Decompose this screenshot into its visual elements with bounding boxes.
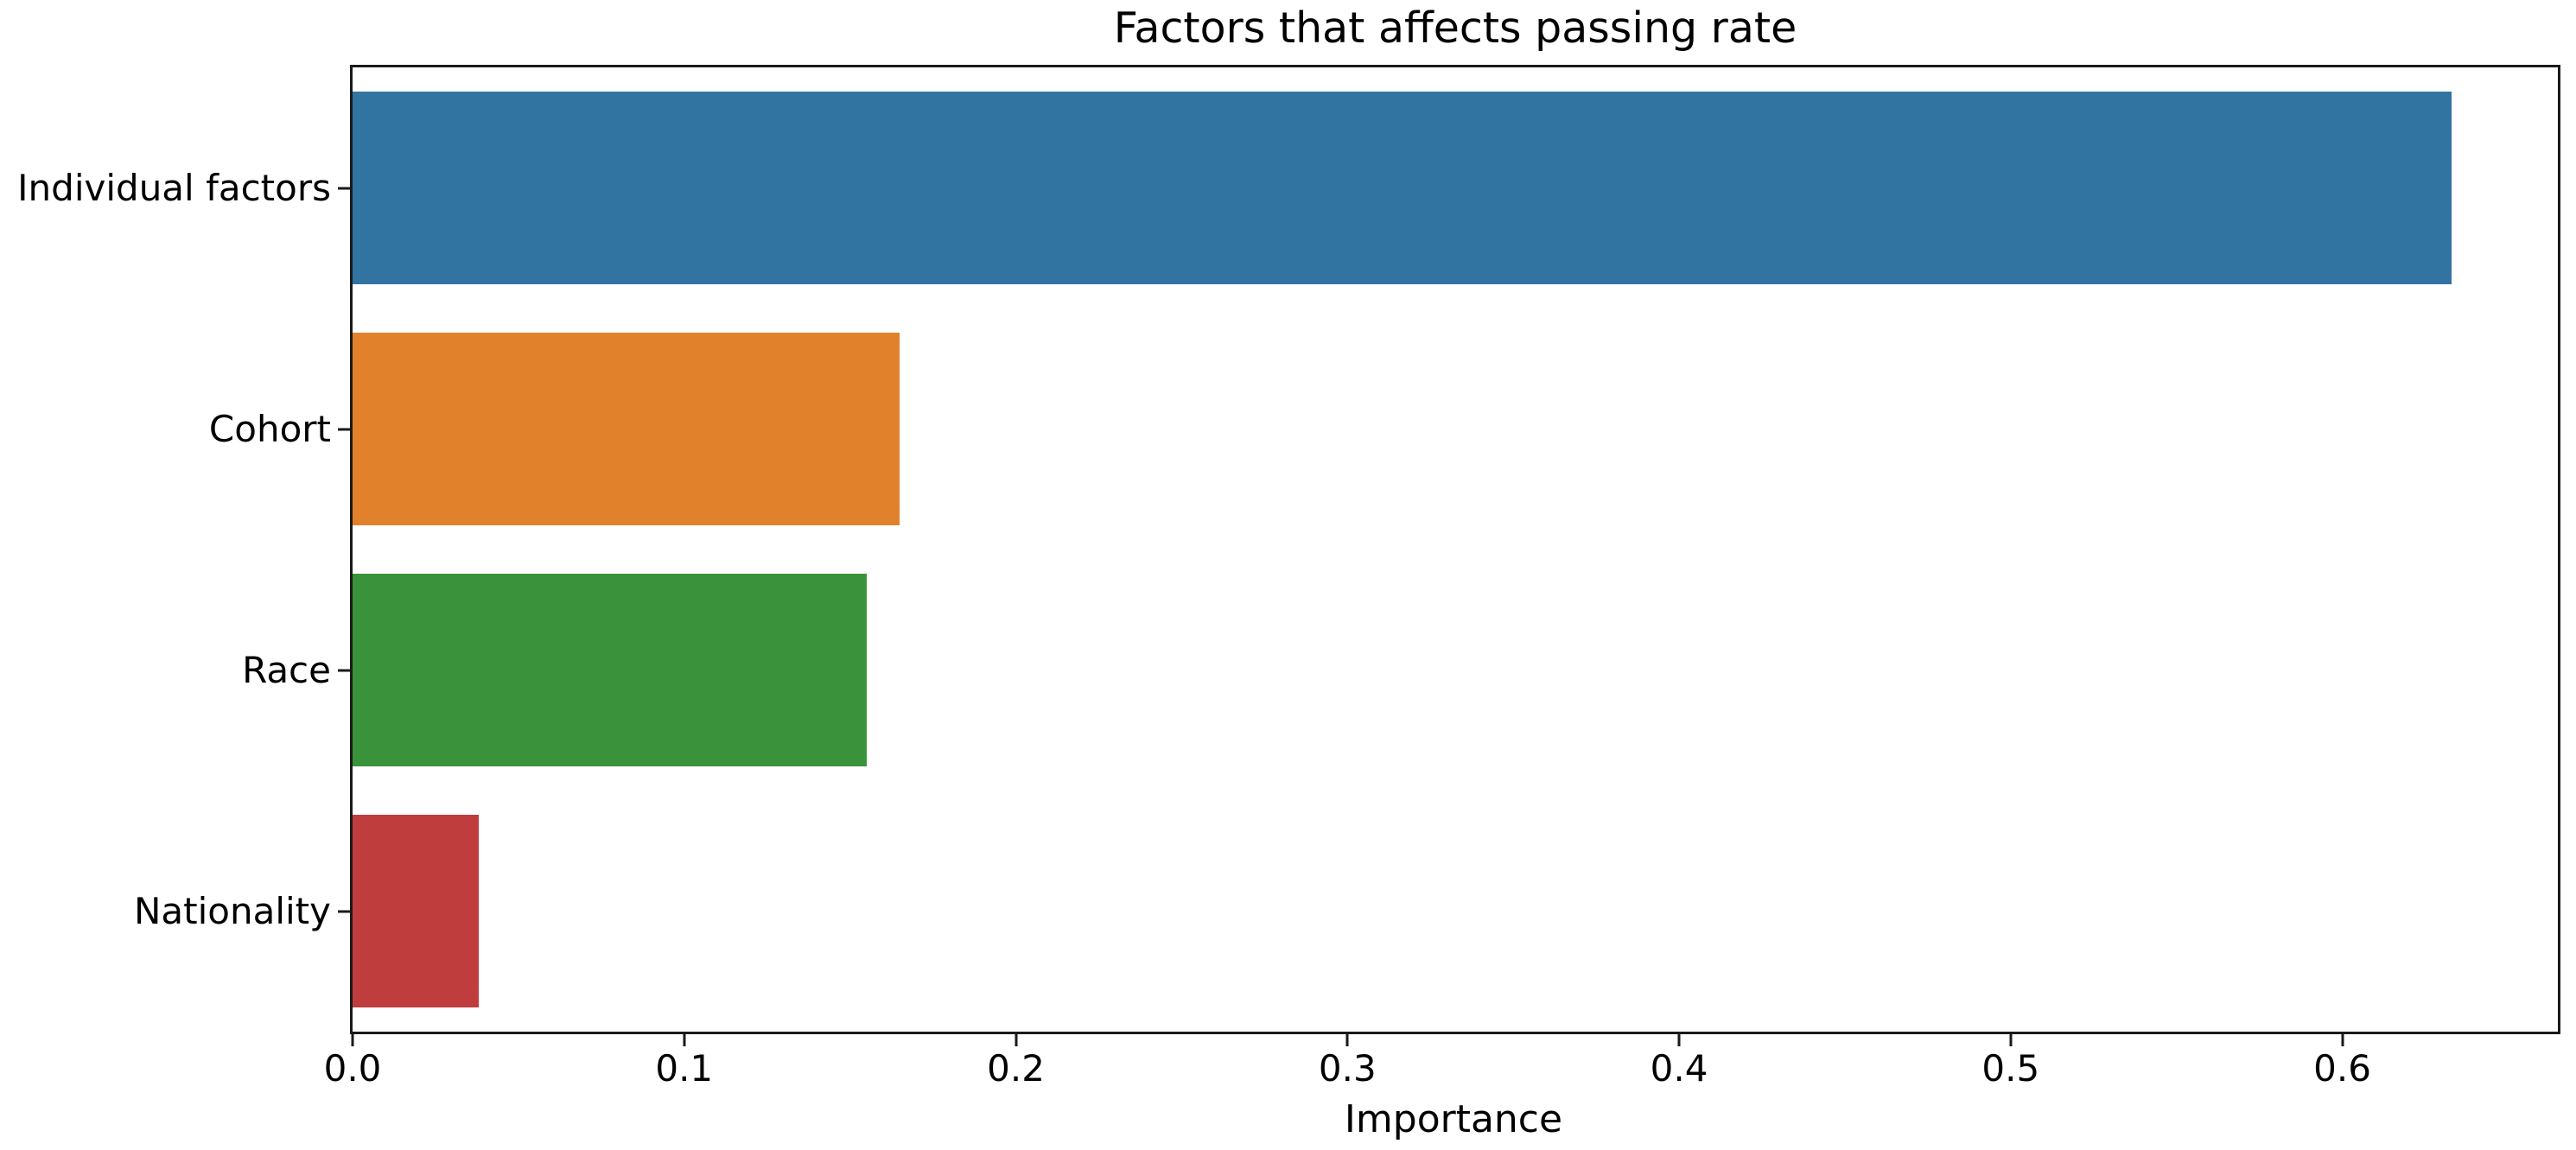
y-tick-label-race: Race <box>242 648 331 691</box>
x-tick-0.4 <box>1677 1034 1681 1046</box>
x-tick-0.5 <box>2009 1034 2013 1046</box>
x-tick-label-0.4: 0.4 <box>1650 1047 1708 1090</box>
x-tick-label-0.5: 0.5 <box>1981 1047 2040 1090</box>
x-tick-label-0.3: 0.3 <box>1318 1047 1377 1090</box>
x-tick-label-0.1: 0.1 <box>655 1047 714 1090</box>
y-tick-nationality <box>338 910 350 912</box>
bar-individual-factors <box>353 91 2452 285</box>
x-tick-label-0.2: 0.2 <box>987 1047 1045 1090</box>
bar-nationality <box>353 814 479 1008</box>
y-tick-label-individual-factors: Individual factors <box>17 166 331 209</box>
y-tick-race <box>338 669 350 671</box>
bar-cohort <box>353 332 900 526</box>
x-tick-0.2 <box>1014 1034 1018 1046</box>
y-tick-label-cohort: Cohort <box>208 407 331 450</box>
plot-area: Individual factors Cohort Race Nationality 0… <box>17 65 2560 1089</box>
x-axis-label: Importance <box>1344 1097 1563 1141</box>
x-tick-label-0.6: 0.6 <box>2313 1047 2371 1090</box>
bar-race <box>353 573 867 767</box>
x-tick-0.1 <box>683 1034 686 1046</box>
y-tick-label-nationality: Nationality <box>133 889 331 932</box>
y-tick-individual-factors <box>338 187 350 189</box>
x-tick-0.6 <box>2341 1034 2344 1046</box>
y-tick-cohort <box>338 428 350 430</box>
x-tick-0.0 <box>351 1034 354 1046</box>
x-tick-label-0.0: 0.0 <box>323 1047 382 1090</box>
chart-title: Factors that affects passing rate <box>1113 3 1797 53</box>
x-tick-0.3 <box>1345 1034 1349 1046</box>
